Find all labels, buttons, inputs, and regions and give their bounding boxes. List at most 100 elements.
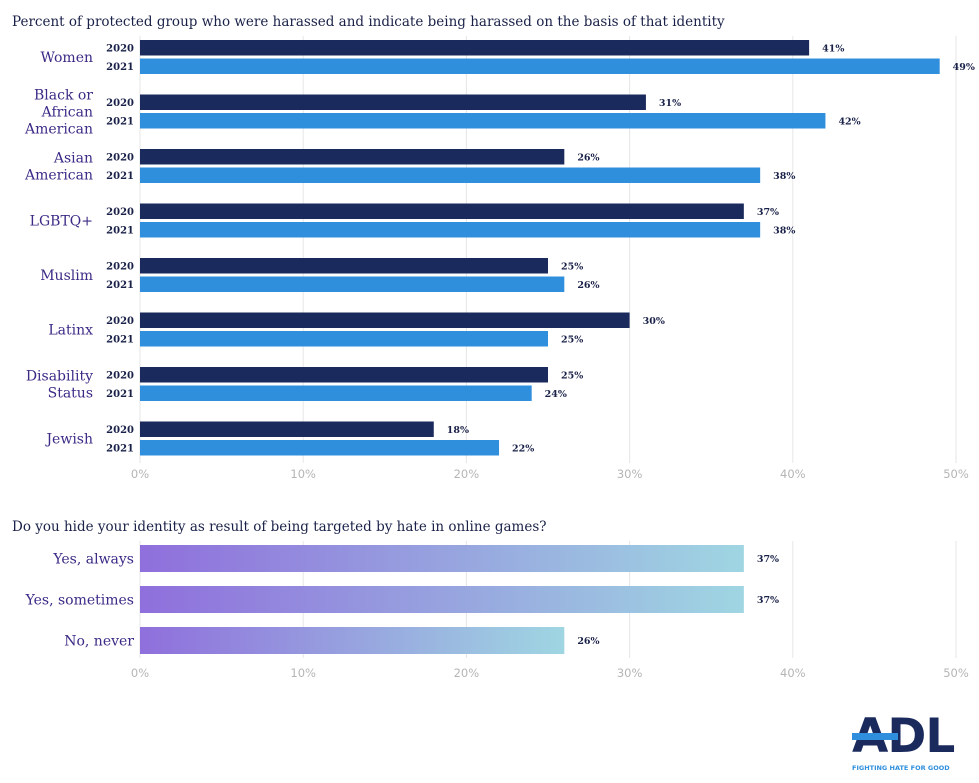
adl-logo-tagline: FIGHTING HATE FOR GOOD bbox=[852, 764, 950, 772]
chart1-data-label: 18% bbox=[447, 425, 469, 436]
chart1-data-label: 26% bbox=[577, 152, 599, 163]
chart1-category-label-line: Status bbox=[48, 386, 93, 402]
chart1-category-label: LGBTQ+ bbox=[30, 214, 93, 230]
chart1-bar-2020 bbox=[140, 94, 646, 110]
chart2-category-label: Yes, sometimes bbox=[25, 593, 134, 609]
chart1-series-label: 2021 bbox=[106, 116, 134, 127]
chart1-data-label: 31% bbox=[659, 98, 681, 109]
chart1-bars: 41% 49% 31% 42% 26% 38% 37% 38% 25% 26% 30% 25% 25% 2… bbox=[140, 40, 975, 456]
chart1-data-label: 30% bbox=[643, 316, 665, 327]
chart1-series-label: 2020 bbox=[106, 43, 134, 54]
chart1-bar-2020 bbox=[140, 421, 434, 437]
chart2-tick-label: 0% bbox=[131, 666, 149, 680]
chart1-series-label: 2021 bbox=[106, 334, 134, 345]
chart1-category-label-line: Latinx bbox=[48, 323, 93, 339]
chart1-bar-2021 bbox=[140, 331, 548, 347]
chart1-data-label: 37% bbox=[757, 207, 779, 218]
chart1-bar-2021 bbox=[140, 385, 532, 401]
chart1-category-label-line: American bbox=[24, 122, 93, 138]
chart2-bar bbox=[140, 586, 744, 613]
chart1-category-label-line: Muslim bbox=[40, 268, 93, 284]
chart1-category-label-line: LGBTQ+ bbox=[30, 214, 93, 230]
chart1-data-label: 24% bbox=[545, 389, 567, 400]
chart2-data-label: 37% bbox=[757, 595, 779, 606]
chart2-tick-label: 30% bbox=[617, 666, 643, 680]
chart1-category-label-line: American bbox=[24, 168, 93, 184]
chart1-series-label: 2021 bbox=[106, 171, 134, 182]
chart1-title: Percent of protected group who were hara… bbox=[12, 14, 725, 30]
chart1-category-label-line: Disability bbox=[26, 369, 93, 385]
adl-logo: ADL FIGHTING HATE FOR GOOD bbox=[852, 709, 955, 772]
chart1-series-label: 2021 bbox=[106, 62, 134, 73]
chart1-tick-label: 0% bbox=[131, 467, 149, 481]
adl-logo-accent bbox=[852, 733, 898, 740]
chart1-category-label: Black or African American bbox=[24, 88, 93, 138]
chart2-x-axis: 0% 10% 20% 30% 40% 50% bbox=[131, 666, 969, 680]
chart1-category-label-line: Black or bbox=[34, 88, 93, 104]
chart1-bar-2021 bbox=[140, 440, 500, 456]
chart1-series-label: 2021 bbox=[106, 389, 134, 400]
chart2-data-label: 37% bbox=[757, 554, 779, 565]
chart1-tick-label: 50% bbox=[943, 467, 969, 481]
chart1-bar-2020 bbox=[140, 203, 744, 219]
chart1-series-label: 2020 bbox=[106, 207, 134, 218]
chart1-tick-label: 10% bbox=[290, 467, 316, 481]
chart1-bar-2021 bbox=[140, 222, 761, 238]
chart1-series-label: 2020 bbox=[106, 316, 134, 327]
chart2-title: Do you hide your identity as result of b… bbox=[12, 519, 547, 535]
chart1-category-label-line: Women bbox=[41, 50, 93, 66]
chart1-data-label: 38% bbox=[773, 225, 795, 236]
chart1-category-label: Muslim bbox=[40, 268, 93, 284]
chart1-bar-2021 bbox=[140, 58, 940, 74]
chart1-bar-2020 bbox=[140, 367, 548, 383]
chart1-tick-label: 40% bbox=[780, 467, 806, 481]
chart2-bar bbox=[140, 545, 744, 572]
chart2-category-label: Yes, always bbox=[52, 552, 134, 568]
chart1-series-label: 2020 bbox=[106, 261, 134, 272]
chart1-bar-2020 bbox=[140, 258, 548, 274]
chart1-bar-2021 bbox=[140, 113, 826, 129]
chart1-series-label: 2020 bbox=[106, 98, 134, 109]
chart1-category-label-line: Jewish bbox=[44, 432, 93, 448]
chart2-category-label: No, never bbox=[64, 634, 134, 650]
chart1-bar-2021 bbox=[140, 276, 565, 292]
chart1-data-label: 49% bbox=[953, 62, 975, 73]
chart1-data-label: 42% bbox=[838, 116, 860, 127]
chart1-category-label: Asian American bbox=[24, 151, 93, 184]
chart2-tick-label: 10% bbox=[290, 666, 316, 680]
chart2-tick-label: 50% bbox=[943, 666, 969, 680]
chart1-bar-2020 bbox=[140, 149, 565, 165]
chart1-series-label: 2020 bbox=[106, 370, 134, 381]
chart1-series-label: 2020 bbox=[106, 425, 134, 436]
chart1-category-label-line: African bbox=[41, 105, 93, 121]
chart2-bars: Yes, always 37% Yes, sometimes 37% No, never… bbox=[25, 545, 779, 654]
chart1-series-label: 2021 bbox=[106, 280, 134, 291]
chart1-bar-2020 bbox=[140, 40, 810, 56]
chart1-tick-label: 30% bbox=[617, 467, 643, 481]
chart1-series-label: 2020 bbox=[106, 152, 134, 163]
chart1-tick-label: 20% bbox=[454, 467, 480, 481]
chart2-tick-label: 40% bbox=[780, 666, 806, 680]
chart1-bar-2021 bbox=[140, 167, 761, 183]
chart2-tick-label: 20% bbox=[454, 666, 480, 680]
chart1-data-label: 25% bbox=[561, 334, 583, 345]
chart1-category-label: Disability Status bbox=[26, 369, 93, 402]
chart1-category-label: Jewish bbox=[44, 432, 93, 448]
chart1-series-label: 2021 bbox=[106, 225, 134, 236]
chart1-data-label: 41% bbox=[822, 43, 844, 54]
chart1-bar-2020 bbox=[140, 312, 630, 328]
chart1-category-label: Women bbox=[41, 50, 93, 66]
chart2-data-label: 26% bbox=[577, 636, 599, 647]
chart1-data-label: 38% bbox=[773, 171, 795, 182]
chart1-series-label: 2021 bbox=[106, 443, 134, 454]
chart1-category-label-line: Asian bbox=[53, 151, 93, 167]
chart2-bar bbox=[140, 627, 565, 654]
chart1-x-axis: 0% 10% 20% 30% 40% 50% bbox=[131, 467, 969, 481]
chart1-data-label: 25% bbox=[561, 370, 583, 381]
chart1-data-label: 22% bbox=[512, 443, 534, 454]
chart1-category-label: Latinx bbox=[48, 323, 93, 339]
chart1-data-label: 25% bbox=[561, 261, 583, 272]
chart1-data-label: 26% bbox=[577, 280, 599, 291]
